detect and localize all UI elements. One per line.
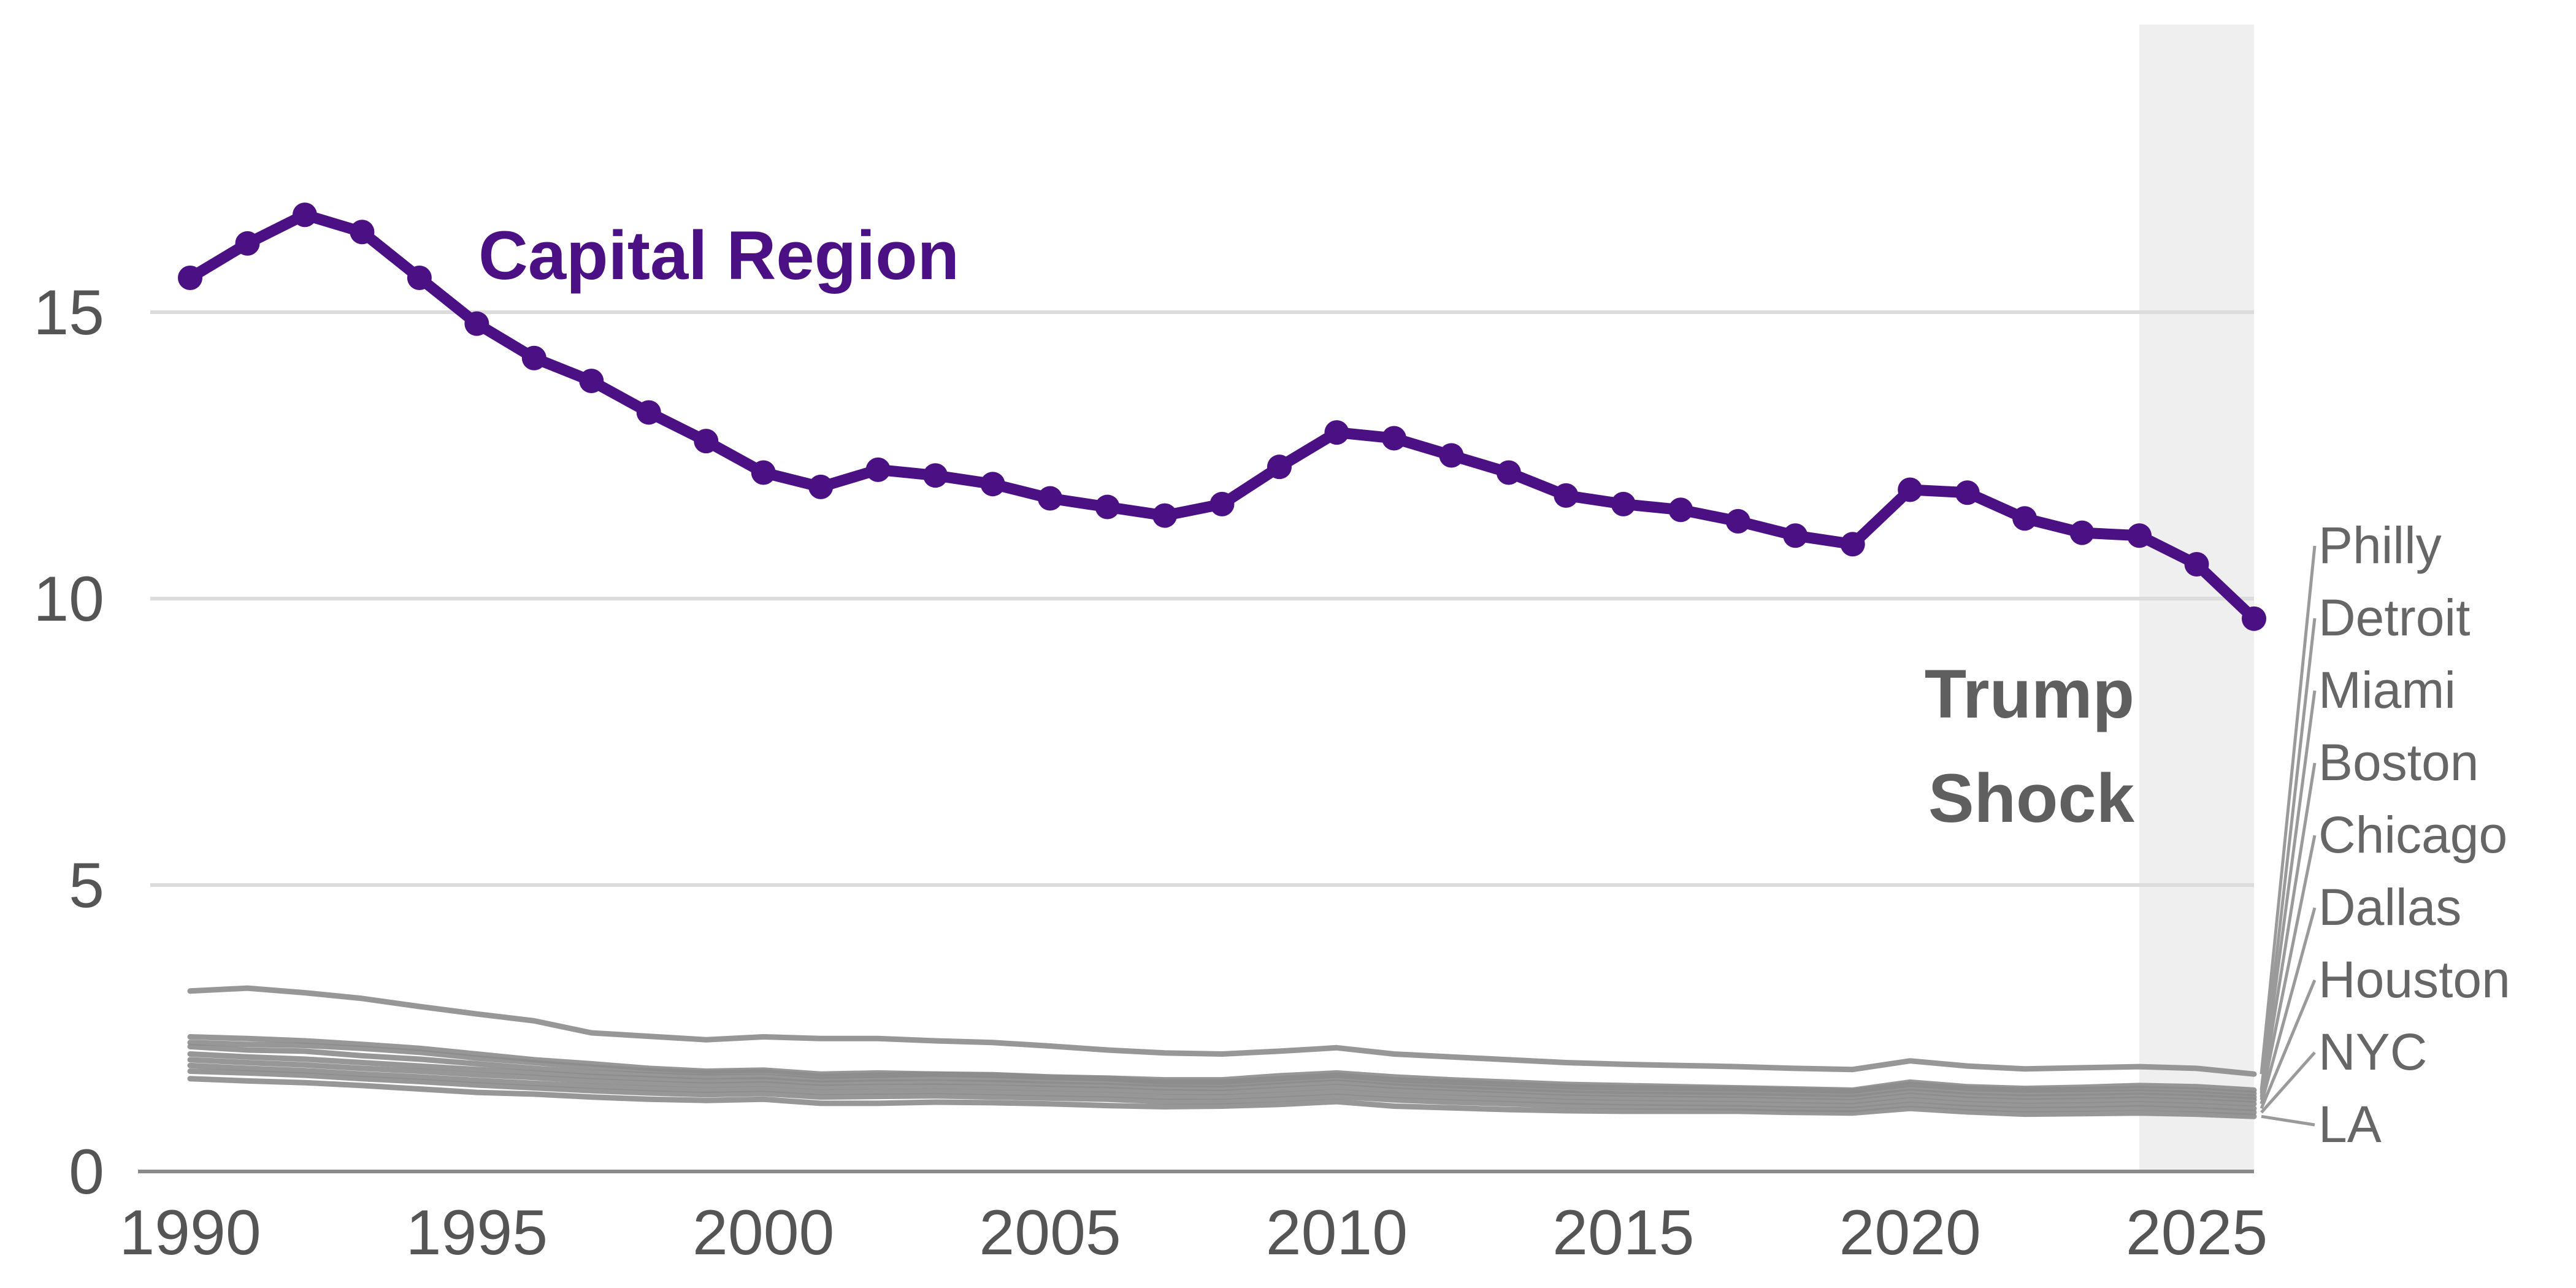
highlight-point bbox=[1209, 491, 1235, 516]
x-tick-label: 2005 bbox=[979, 1197, 1121, 1268]
x-tick-label: 2015 bbox=[1552, 1197, 1694, 1268]
highlight-point bbox=[2127, 523, 2152, 548]
highlight-point bbox=[579, 369, 604, 394]
highlight-point bbox=[1840, 532, 1865, 557]
highlight-point bbox=[1152, 503, 1178, 528]
highlight-series-label: Capital Region bbox=[478, 217, 959, 294]
highlight-point bbox=[636, 400, 661, 425]
series-line-miami bbox=[187, 1040, 2257, 1097]
y-tick-label: 15 bbox=[33, 277, 104, 348]
series-line-philly bbox=[187, 985, 2257, 1077]
y-tick-label: 5 bbox=[69, 850, 104, 921]
label-leader-lines bbox=[2260, 545, 2317, 1127]
city-label-philly: Philly bbox=[2318, 516, 2442, 574]
y-tick-label: 0 bbox=[69, 1137, 104, 1208]
y-tick-label: 10 bbox=[33, 564, 104, 635]
leader-line-miami bbox=[2260, 690, 2317, 1094]
highlight-point bbox=[2012, 506, 2037, 531]
highlight-point bbox=[751, 460, 776, 485]
highlight-point bbox=[2242, 606, 2266, 631]
city-label-houston: Houston bbox=[2318, 951, 2510, 1008]
leader-line-detroit bbox=[2260, 618, 2317, 1091]
highlight-point bbox=[235, 231, 260, 256]
city-label-dallas: Dallas bbox=[2318, 878, 2461, 936]
highlight-point bbox=[694, 429, 719, 454]
x-tick-label: 1990 bbox=[119, 1197, 261, 1268]
highlight-point bbox=[521, 345, 546, 370]
highlight-point bbox=[865, 457, 891, 482]
highlight-point bbox=[1324, 420, 1349, 445]
leader-line-nyc bbox=[2260, 1051, 2316, 1114]
highlight-point bbox=[1038, 486, 1063, 511]
background-series bbox=[187, 985, 2257, 1119]
highlight-point bbox=[350, 220, 375, 245]
highlight-point bbox=[1898, 477, 1923, 502]
city-label-boston: Boston bbox=[2318, 734, 2479, 791]
leader-line-houston bbox=[2260, 979, 2317, 1110]
highlight-point bbox=[2184, 551, 2209, 577]
leader-line-la bbox=[2261, 1114, 2315, 1127]
city-label-detroit: Detroit bbox=[2318, 589, 2470, 646]
city-label-nyc: NYC bbox=[2318, 1023, 2427, 1081]
grid-lines bbox=[150, 310, 2254, 887]
series-line-boston bbox=[187, 1043, 2257, 1100]
highlight-point bbox=[292, 202, 317, 228]
city-labels: Philly Detroit Miami Boston Chicago Dallas Hou… bbox=[2318, 516, 2510, 1153]
highlight-point bbox=[1267, 454, 1292, 480]
leader-line-chicago bbox=[2260, 835, 2317, 1100]
highlight-point bbox=[464, 311, 489, 336]
highlight-point bbox=[1725, 508, 1750, 534]
city-label-chicago: Chicago bbox=[2318, 806, 2507, 864]
y-axis-tick-labels: 0 5 10 15 bbox=[33, 277, 104, 1208]
x-tick-label: 2010 bbox=[1266, 1197, 1408, 1268]
x-tick-label: 2025 bbox=[2126, 1197, 2267, 1268]
highlight-point bbox=[980, 472, 1005, 497]
series-line-houston bbox=[187, 1062, 2257, 1111]
city-label-miami: Miami bbox=[2318, 661, 2456, 719]
leader-line-dallas bbox=[2260, 907, 2317, 1105]
series-line-chicago bbox=[187, 1051, 2257, 1103]
highlight-point bbox=[407, 265, 432, 290]
highlight-point bbox=[923, 463, 948, 488]
x-axis-tick-labels: 1990 1995 2000 2005 2010 2015 2020 2025 bbox=[119, 1197, 2267, 1268]
series-line-nyc bbox=[187, 1068, 2257, 1116]
annotation-shock: Shock bbox=[1928, 760, 2135, 837]
highlight-point bbox=[1381, 426, 1406, 451]
highlight-series bbox=[178, 202, 2266, 631]
highlight-point bbox=[808, 474, 834, 499]
highlight-point bbox=[178, 265, 202, 290]
highlight-point bbox=[1095, 494, 1120, 519]
highlight-point bbox=[1611, 491, 1636, 516]
x-tick-label: 2000 bbox=[692, 1197, 834, 1268]
city-label-la: LA bbox=[2318, 1095, 2382, 1153]
series-line-dallas bbox=[187, 1057, 2257, 1107]
series-line-la bbox=[187, 1076, 2257, 1119]
highlight-point bbox=[1955, 480, 1980, 505]
highlight-point bbox=[1496, 460, 1521, 485]
highlight-point bbox=[2069, 520, 2095, 545]
leader-line-philly bbox=[2260, 545, 2317, 1075]
x-tick-label: 1995 bbox=[406, 1197, 548, 1268]
x-tick-label: 2020 bbox=[1839, 1197, 1980, 1268]
annotation-trump: Trump bbox=[1925, 656, 2134, 732]
highlight-point bbox=[1439, 443, 1464, 468]
highlight-point bbox=[1783, 523, 1808, 548]
highlight-point bbox=[1668, 497, 1693, 523]
leader-line-boston bbox=[2260, 762, 2317, 1097]
highlight-point bbox=[1554, 483, 1579, 508]
